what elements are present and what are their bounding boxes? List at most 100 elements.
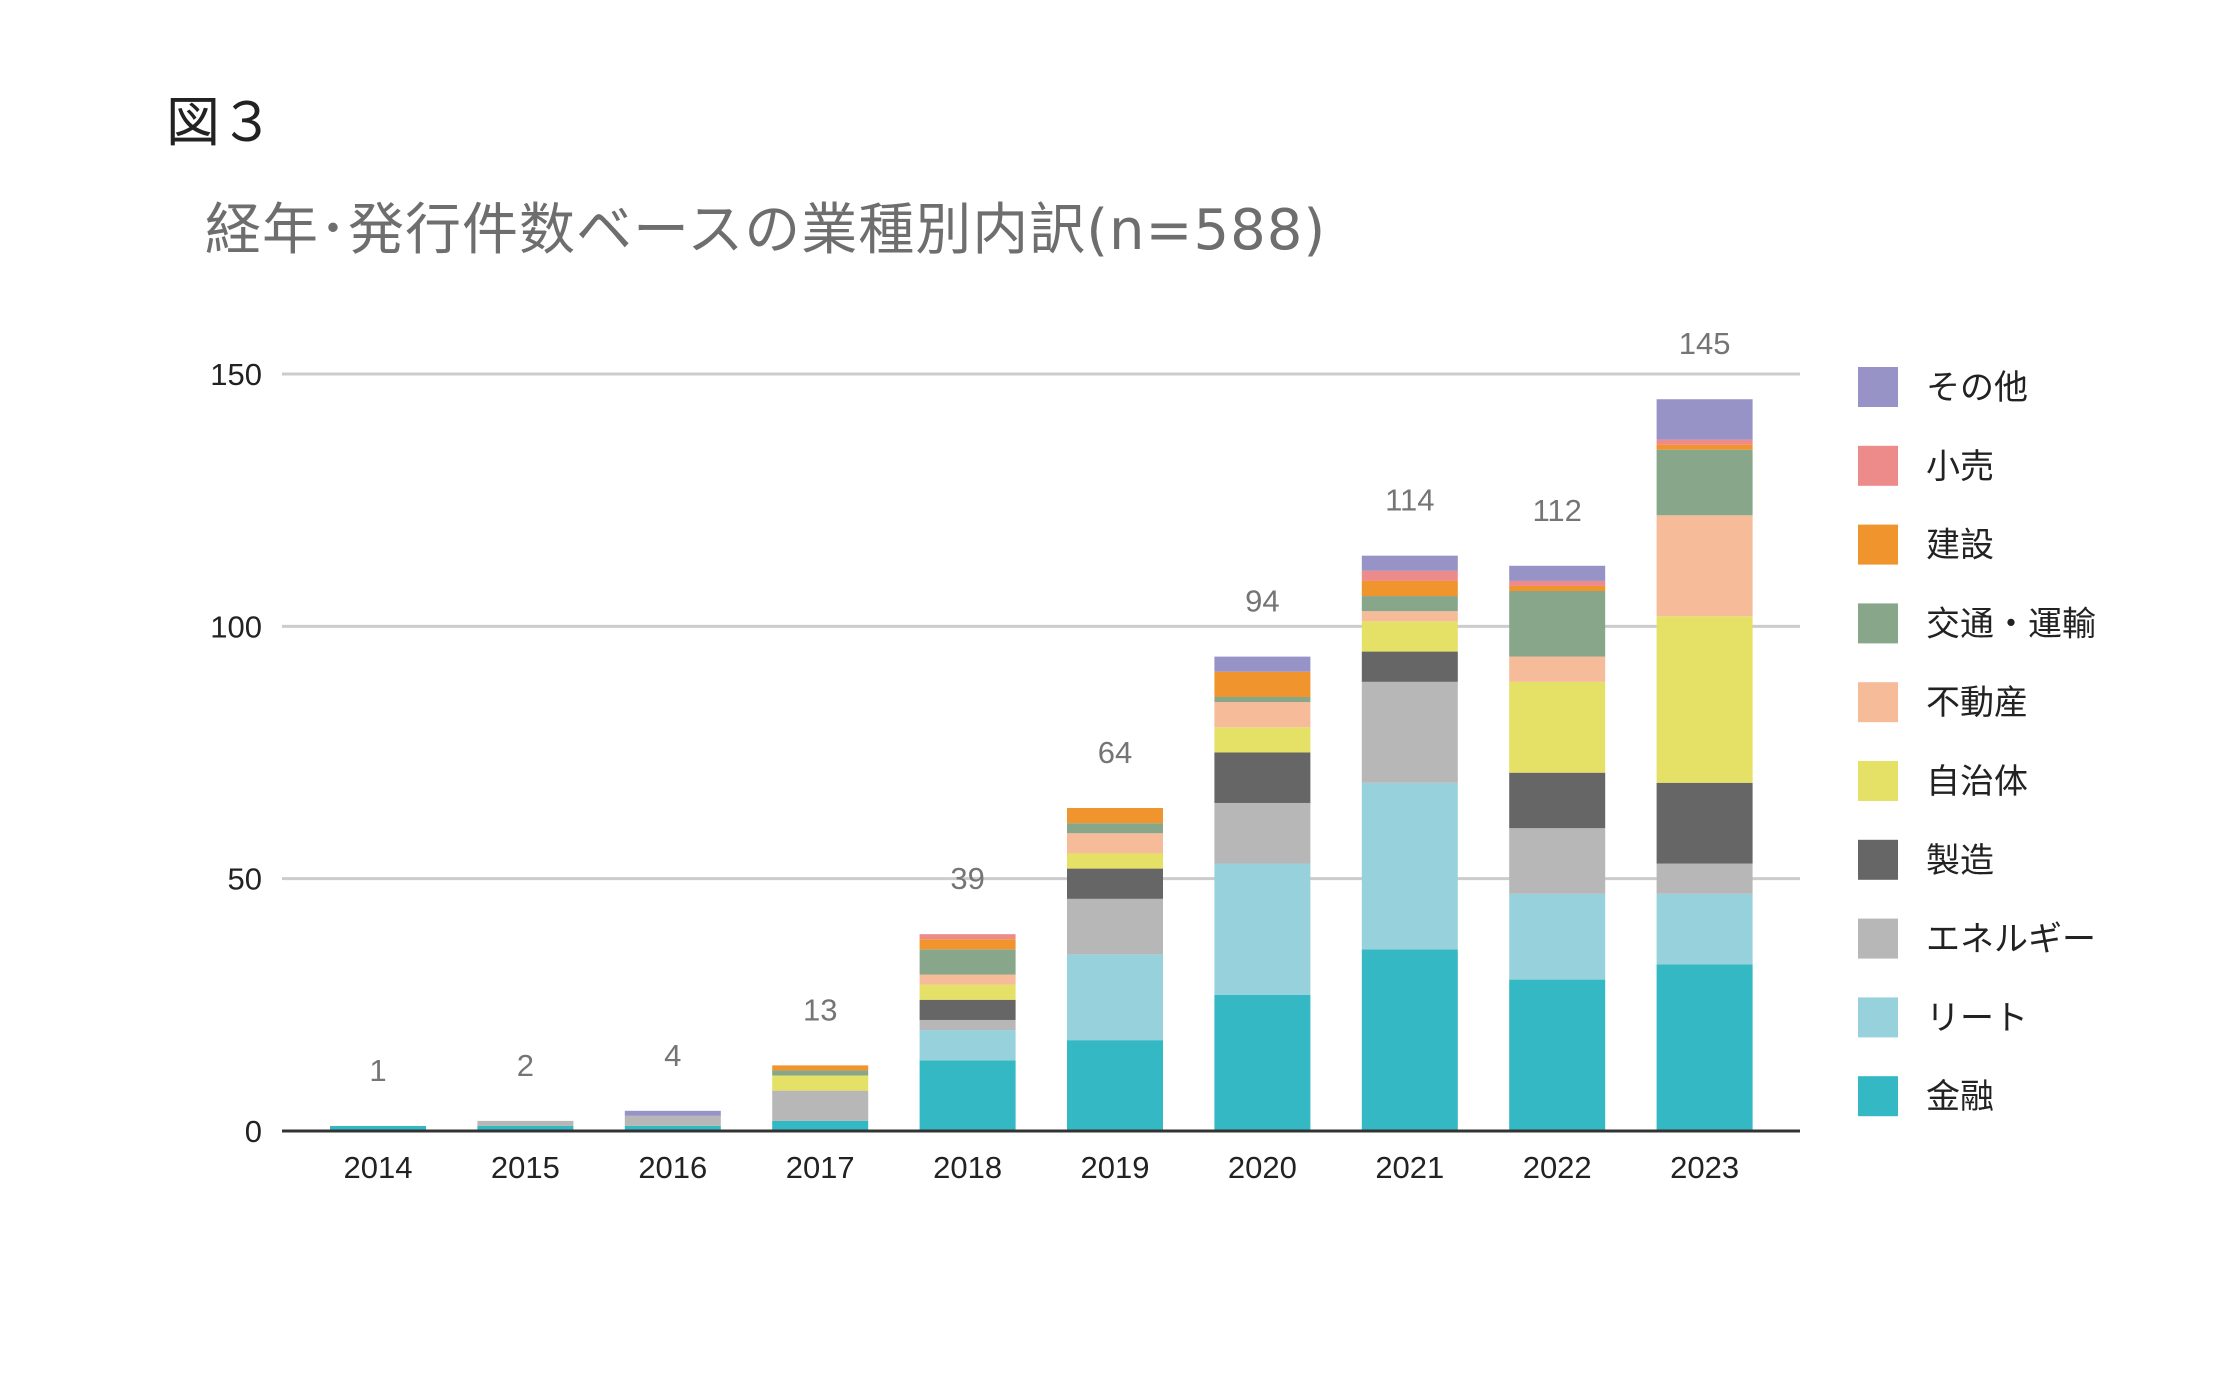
legend-label: リート xyxy=(1926,998,2028,1038)
legend-label: 不動産 xyxy=(1926,683,2028,723)
bar-segment xyxy=(1361,580,1458,597)
legend-label: 建設 xyxy=(1926,526,1994,566)
bar-segment xyxy=(1067,823,1163,834)
labels: 0 50 100 150 1 2014 2 2015 4 2016 13 2017 39 2018 64 20… xyxy=(210,326,1739,1185)
bar-segment xyxy=(1214,727,1311,753)
bar-segment xyxy=(919,934,1016,940)
x-tick-label: 2021 xyxy=(1375,1150,1444,1185)
bar-segment xyxy=(919,1030,1016,1061)
legend-label: 金融 xyxy=(1926,1077,1994,1117)
bar-segment xyxy=(919,999,1016,1020)
bar-segment xyxy=(919,974,1016,985)
bar-segment xyxy=(1656,444,1753,450)
x-tick-label: 2014 xyxy=(344,1150,413,1185)
bar-segment xyxy=(1361,681,1458,783)
bar-segment xyxy=(1509,580,1606,586)
y-tick-label: 150 xyxy=(210,357,262,392)
bar-total-label: 1 xyxy=(369,1053,386,1088)
bar-total-label: 2 xyxy=(517,1048,534,1083)
bar-segment xyxy=(1656,399,1753,440)
bar-total-label: 145 xyxy=(1679,326,1731,361)
legend-label: 小売 xyxy=(1926,447,1994,487)
bar-segment xyxy=(772,1075,869,1091)
bar-segment xyxy=(1361,621,1458,652)
bar-segment xyxy=(1361,782,1458,950)
bar-segment xyxy=(1214,696,1311,703)
legend-swatch xyxy=(1858,524,1898,565)
bar-segment xyxy=(919,1019,1016,1031)
x-tick-label: 2018 xyxy=(933,1150,1002,1185)
bar-segment xyxy=(624,1125,721,1131)
bar-segment xyxy=(1067,898,1163,955)
bar-segment xyxy=(772,1120,869,1131)
legend-swatch xyxy=(1858,603,1898,644)
bar-total-label: 64 xyxy=(1098,735,1132,770)
legend-swatch xyxy=(1858,918,1898,959)
bar-total-label: 4 xyxy=(664,1038,681,1073)
x-tick-label: 2023 xyxy=(1670,1150,1739,1185)
legend-label: 交通・運輸 xyxy=(1926,604,2096,644)
bar-segment xyxy=(624,1110,721,1116)
legend-label: 製造 xyxy=(1926,841,1994,881)
bar-segment xyxy=(330,1125,426,1131)
legend-swatch xyxy=(1858,682,1898,723)
legend-swatch xyxy=(1858,1076,1898,1117)
bar-segment xyxy=(919,949,1016,975)
bar-segment xyxy=(772,1070,869,1076)
bar-segment xyxy=(624,1115,721,1126)
legend-swatch xyxy=(1858,839,1898,880)
bar-total-label: 112 xyxy=(1532,493,1581,528)
bar-segment xyxy=(1509,893,1606,980)
bar-segment xyxy=(1656,439,1753,445)
x-tick-label: 2022 xyxy=(1523,1150,1592,1185)
y-tick-label: 0 xyxy=(245,1114,262,1149)
bar-segment xyxy=(1214,752,1311,803)
bar-segment xyxy=(1509,828,1606,894)
bar-segment xyxy=(1067,1040,1163,1131)
bar-segment xyxy=(1214,994,1311,1131)
x-tick-label: 2019 xyxy=(1081,1150,1150,1185)
bar-segment xyxy=(1067,868,1163,899)
bar-segment xyxy=(1067,954,1163,1041)
bar-segment xyxy=(1509,979,1606,1131)
bar-segment xyxy=(1067,808,1163,824)
x-tick-label: 2016 xyxy=(638,1150,707,1185)
bar-segment xyxy=(1656,616,1753,783)
legend-label: エネルギー xyxy=(1926,920,2096,960)
bar-segment xyxy=(919,1060,1016,1131)
bar-segment xyxy=(1361,596,1458,612)
bar-segment xyxy=(1361,651,1458,682)
bar-segment xyxy=(1214,863,1311,995)
bar-segment xyxy=(1361,555,1458,571)
figure-label: 図３ xyxy=(166,91,274,154)
bars xyxy=(330,399,1753,1131)
legend-swatch xyxy=(1858,761,1898,801)
bar-segment xyxy=(1067,833,1163,854)
bar-segment xyxy=(1509,681,1606,773)
bar-total-label: 94 xyxy=(1245,584,1279,619)
x-tick-label: 2017 xyxy=(786,1150,855,1185)
bar-total-label: 39 xyxy=(950,861,984,896)
bar-segment xyxy=(1361,611,1458,622)
bar-segment xyxy=(919,939,1016,950)
legend-label: その他 xyxy=(1926,368,2028,408)
bar-segment xyxy=(1509,565,1606,581)
bar-segment xyxy=(1656,449,1753,516)
bar-segment xyxy=(1509,772,1606,829)
bar-segment xyxy=(1361,570,1458,581)
bar-segment xyxy=(1656,782,1753,864)
bar-segment xyxy=(1361,949,1458,1131)
legend-swatch xyxy=(1858,445,1898,486)
bar-segment xyxy=(919,984,1016,1000)
bar-segment xyxy=(477,1120,574,1126)
y-tick-label: 100 xyxy=(210,609,262,644)
bar-segment xyxy=(1214,671,1311,697)
x-tick-label: 2015 xyxy=(491,1150,560,1185)
bar-segment xyxy=(1509,656,1606,682)
chart-title: 経年･発行件数ベースの業種別内訳(n=588) xyxy=(205,198,1327,263)
bar-segment xyxy=(1214,656,1311,672)
bar-segment xyxy=(772,1090,869,1121)
bar-segment xyxy=(1656,893,1753,965)
